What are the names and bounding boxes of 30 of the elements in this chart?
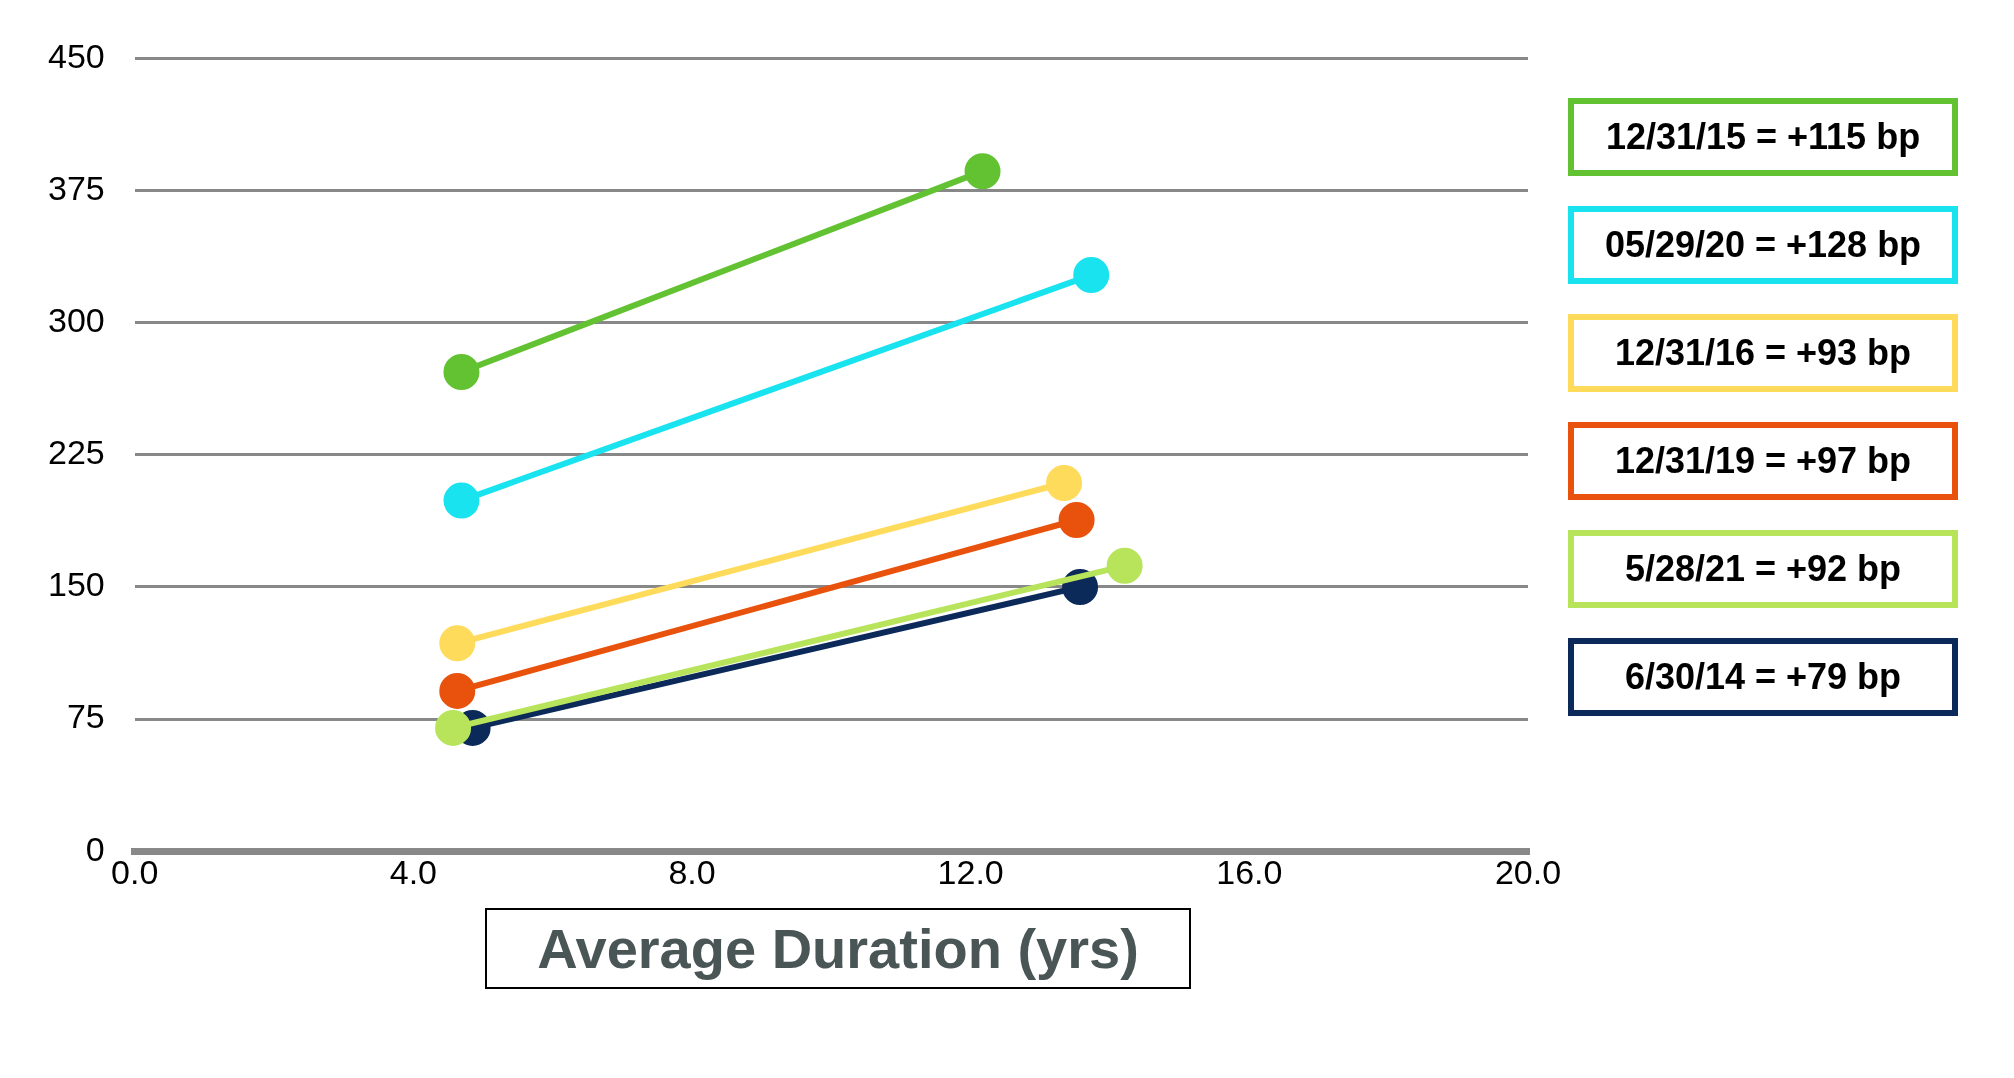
x-tick-label: 8.0 <box>668 852 716 891</box>
point <box>443 482 480 519</box>
x-tick-label: 4.0 <box>389 852 438 891</box>
x-tick-label: 20.0 <box>1494 852 1562 891</box>
point <box>964 153 1001 190</box>
text: 12/31/19 = +97 bp <box>1568 422 1958 500</box>
text: 12/31/16 = +93 bp <box>1568 314 1958 392</box>
x-tick-label: 12.0 <box>937 852 1004 891</box>
text: 05/29/20 = +128 bp <box>1568 206 1958 284</box>
x-tick-label: 0.0 <box>111 852 159 891</box>
text: 6/30/14 = +79 bp <box>1568 638 1958 716</box>
y-tick-label: 375 <box>47 168 105 207</box>
x-axis-title: Average Duration (yrs) <box>485 908 1191 989</box>
point <box>1058 501 1095 538</box>
text: 5/28/21 = +92 bp <box>1568 530 1958 608</box>
text: 12/31/15 = +115 bp <box>1568 98 1958 176</box>
point <box>439 672 476 709</box>
point <box>1073 257 1110 294</box>
x-tick-label: 16.0 <box>1216 852 1283 891</box>
point <box>435 709 472 746</box>
y-tick-label: 0 <box>85 829 105 868</box>
point <box>443 354 480 390</box>
y-tick-label: 75 <box>66 697 105 736</box>
point <box>1046 464 1083 501</box>
y-tick-label: 450 <box>47 36 105 75</box>
y-tick-label: 300 <box>47 301 105 340</box>
y-tick-label: 225 <box>47 433 105 472</box>
y-tick-label: 150 <box>47 565 105 604</box>
point <box>439 625 476 662</box>
point <box>1106 547 1143 584</box>
